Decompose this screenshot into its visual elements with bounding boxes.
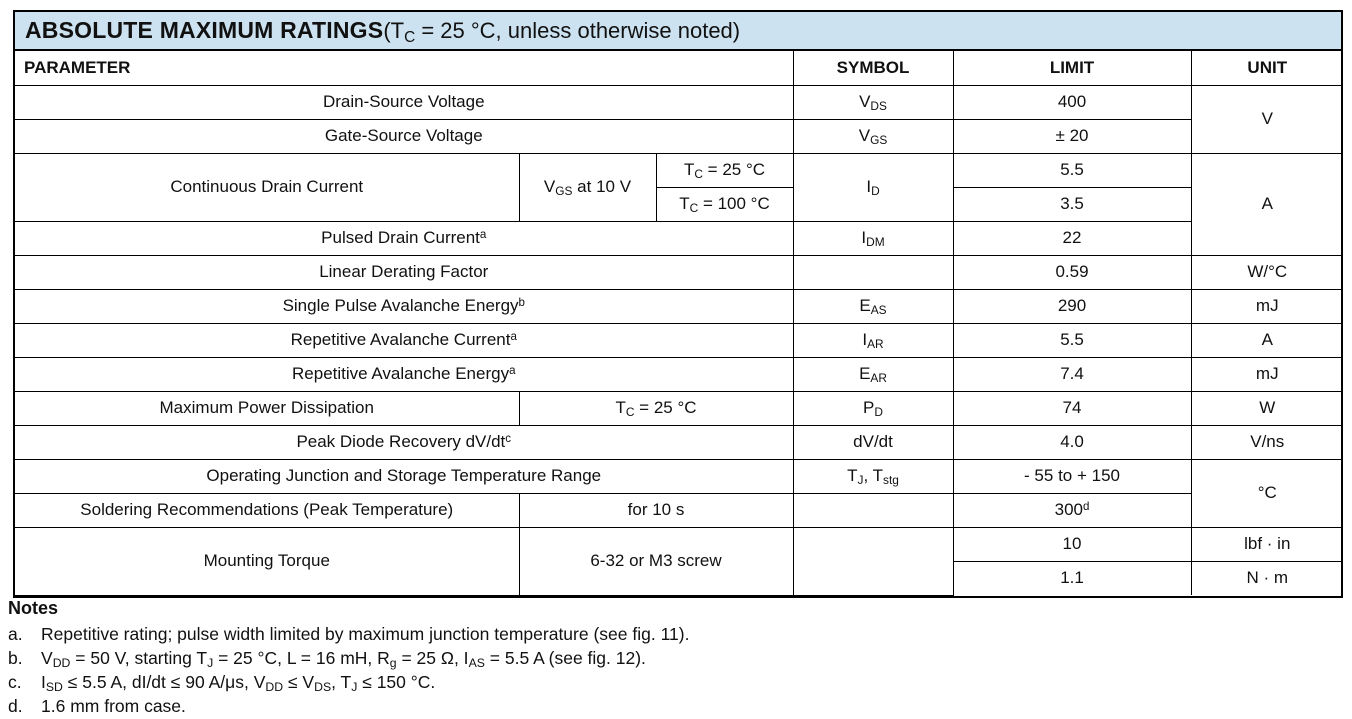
cell-drain-source-symbol: VDS: [792, 84, 954, 120]
cell-mounting-limit-lbf: 10: [952, 526, 1192, 562]
table-row-maximum-power-dissipation: Maximum Power Dissipation TC = 25 °C PD …: [15, 390, 1344, 426]
cell-rep-current-param: Repetitive Avalanche Currenta: [15, 322, 794, 358]
cell-op-junction-symbol: TJ, Tstg: [792, 458, 954, 494]
cell-rep-energy-param: Repetitive Avalanche Energya: [15, 356, 794, 392]
cell-max-power-limit: 74: [952, 390, 1192, 426]
table-row-mounting-torque-lbf: Mounting Torque 6-32 or M3 screw 10 lbf …: [15, 526, 1344, 596]
cell-gate-source-symbol: VGS: [792, 118, 954, 154]
cell-single-pulse-limit: 290: [952, 288, 1192, 324]
table-row-soldering: Soldering Recommendations (Peak Temperat…: [15, 492, 1343, 528]
section-title-condition: (TC = 25 °C, unless otherwise noted): [383, 17, 741, 46]
cell-peak-diode-unit: V/ns: [1190, 424, 1344, 460]
cell-drain-source-limit: 400: [952, 84, 1192, 120]
cell-soldering-param: Soldering Recommendations (Peak Temperat…: [15, 492, 520, 528]
cell-pulsed-param: Pulsed Drain Currenta: [15, 220, 794, 256]
cell-rep-energy-limit: 7.4: [952, 356, 1192, 392]
cell-op-junction-param: Operating Junction and Storage Temperatu…: [15, 458, 794, 494]
note-c: c. ISD ≤ 5.5 A, dI/dt ≤ 90 A/μs, VDD ≤ V…: [8, 670, 689, 694]
cell-mounting-unit-lbf: lbf · in: [1190, 526, 1344, 562]
table-row-repetitive-avalanche-current: Repetitive Avalanche Currenta IAR 5.5 A: [15, 322, 1344, 358]
cell-pulsed-symbol: IDM: [792, 220, 954, 256]
note-a: a. Repetitive rating; pulse width limite…: [8, 622, 689, 646]
note-a-text: Repetitive rating; pulse width limited b…: [41, 624, 690, 644]
cell-gate-source-limit: ± 20: [952, 118, 1192, 154]
cell-gate-source-param: Gate-Source Voltage: [15, 118, 794, 154]
table-row-peak-diode-recovery: Peak Diode Recovery dV/dtc dV/dt 4.0 V/n…: [15, 424, 1344, 460]
table-row-mounting-torque-nm: 1.1 N · m: [15, 560, 1344, 595]
cell-linear-param: Linear Derating Factor: [15, 254, 794, 290]
note-b: b. VDD = 50 V, starting TJ = 25 °C, L = …: [8, 646, 689, 670]
cell-mounting-condition: 6-32 or M3 screw: [518, 526, 794, 596]
table-row-single-pulse-avalanche-energy: Single Pulse Avalanche Energyb EAS 290 m…: [15, 288, 1344, 324]
cell-mounting-limit-nm: 1.1: [953, 560, 1192, 595]
cell-max-power-unit: W: [1190, 390, 1344, 426]
note-c-text: ISD ≤ 5.5 A, dI/dt ≤ 90 A/μs, VDD ≤ VDS,…: [41, 672, 436, 695]
header-parameter: PARAMETER: [15, 51, 794, 86]
header-limit: LIMIT: [952, 51, 1192, 86]
absolute-maximum-ratings-section: ABSOLUTE MAXIMUM RATINGS (TC = 25 °C, un…: [13, 10, 1344, 598]
cell-cont-drain-symbol: ID: [792, 152, 954, 222]
ratings-table: PARAMETER SYMBOL LIMIT UNIT Drain-Source…: [15, 51, 1344, 596]
cell-cont-drain-limit-100c: 3.5: [952, 186, 1192, 222]
table-row-repetitive-avalanche-energy: Repetitive Avalanche Energya EAR 7.4 mJ: [15, 356, 1344, 392]
notes-section: Notes a. Repetitive rating; pulse width …: [8, 598, 689, 718]
cell-linear-symbol-empty: [792, 254, 954, 290]
note-a-letter: a.: [8, 624, 23, 644]
cell-single-pulse-symbol: EAS: [792, 288, 954, 324]
table-row-gate-source-voltage: Gate-Source Voltage VGS ± 20: [15, 118, 1343, 154]
cell-soldering-condition: for 10 s: [518, 492, 794, 528]
cell-peak-diode-limit: 4.0: [952, 424, 1192, 460]
note-c-letter: c.: [8, 672, 22, 692]
cell-linear-unit: W/°C: [1190, 254, 1344, 290]
cell-op-junction-limit: - 55 to + 150: [952, 458, 1192, 494]
note-d-letter: d.: [8, 696, 23, 716]
table-row-linear-derating: Linear Derating Factor 0.59 W/°C: [15, 254, 1344, 290]
cell-unit-celsius: °C: [1190, 458, 1344, 528]
cell-peak-diode-symbol: dV/dt: [792, 424, 954, 460]
cell-max-power-param: Maximum Power Dissipation: [15, 390, 520, 426]
table-row-continuous-drain-current-25c: Continuous Drain Current VGS at 10 V TC …: [15, 152, 1344, 256]
cell-cont-drain-param: Continuous Drain Current: [15, 152, 520, 222]
note-d-text: 1.6 mm from case.: [41, 696, 186, 716]
table-row-continuous-drain-current-100c: TC = 100 °C 3.5: [15, 186, 1343, 222]
cell-soldering-symbol-empty: [792, 492, 954, 528]
note-d: d. 1.6 mm from case.: [8, 694, 689, 718]
cell-single-pulse-unit: mJ: [1190, 288, 1344, 324]
cell-linear-limit: 0.59: [952, 254, 1192, 290]
table-row-pulsed-drain-current: Pulsed Drain Currenta IDM 22: [15, 220, 1343, 256]
cell-pulsed-limit: 22: [952, 220, 1192, 256]
table-row-drain-source-voltage: Drain-Source Voltage VDS 400 V: [15, 84, 1344, 154]
cell-drain-source-param: Drain-Source Voltage: [15, 84, 794, 120]
cell-cont-drain-case-25c: TC = 25 °C: [655, 152, 794, 188]
cell-mounting-param: Mounting Torque: [15, 526, 520, 596]
cell-max-power-condition: TC = 25 °C: [518, 390, 794, 426]
cell-rep-energy-unit: mJ: [1190, 356, 1344, 392]
cell-max-power-symbol: PD: [792, 390, 954, 426]
cell-rep-current-limit: 5.5: [952, 322, 1192, 358]
cell-unit-volts: V: [1190, 84, 1344, 154]
cell-single-pulse-param: Single Pulse Avalanche Energyb: [15, 288, 794, 324]
cell-cont-drain-limit-25c: 5.5: [952, 152, 1192, 188]
cell-soldering-limit: 300d: [952, 492, 1192, 528]
cell-cont-drain-condition: VGS at 10 V: [518, 152, 657, 222]
note-b-letter: b.: [8, 648, 23, 668]
header-symbol: SYMBOL: [792, 51, 954, 86]
cell-rep-energy-symbol: EAR: [792, 356, 954, 392]
cell-mounting-unit-nm: N · m: [1190, 560, 1344, 595]
table-row-operating-junction-temp: Operating Junction and Storage Temperatu…: [15, 458, 1344, 528]
cell-peak-diode-param: Peak Diode Recovery dV/dtc: [15, 424, 794, 460]
header-unit: UNIT: [1190, 51, 1344, 86]
cell-unit-amps: A: [1190, 152, 1344, 256]
cell-rep-current-unit: A: [1190, 322, 1344, 358]
cell-rep-current-symbol: IAR: [792, 322, 954, 358]
cell-mounting-symbol-empty: [792, 526, 954, 596]
table-header-row: PARAMETER SYMBOL LIMIT UNIT: [15, 51, 1344, 86]
notes-heading: Notes: [8, 598, 59, 618]
section-title: ABSOLUTE MAXIMUM RATINGS: [25, 17, 384, 43]
note-b-text: VDD = 50 V, starting TJ = 25 °C, L = 16 …: [41, 648, 646, 671]
section-title-bar: ABSOLUTE MAXIMUM RATINGS (TC = 25 °C, un…: [15, 12, 1341, 51]
cell-cont-drain-case-100c: TC = 100 °C: [656, 186, 794, 222]
